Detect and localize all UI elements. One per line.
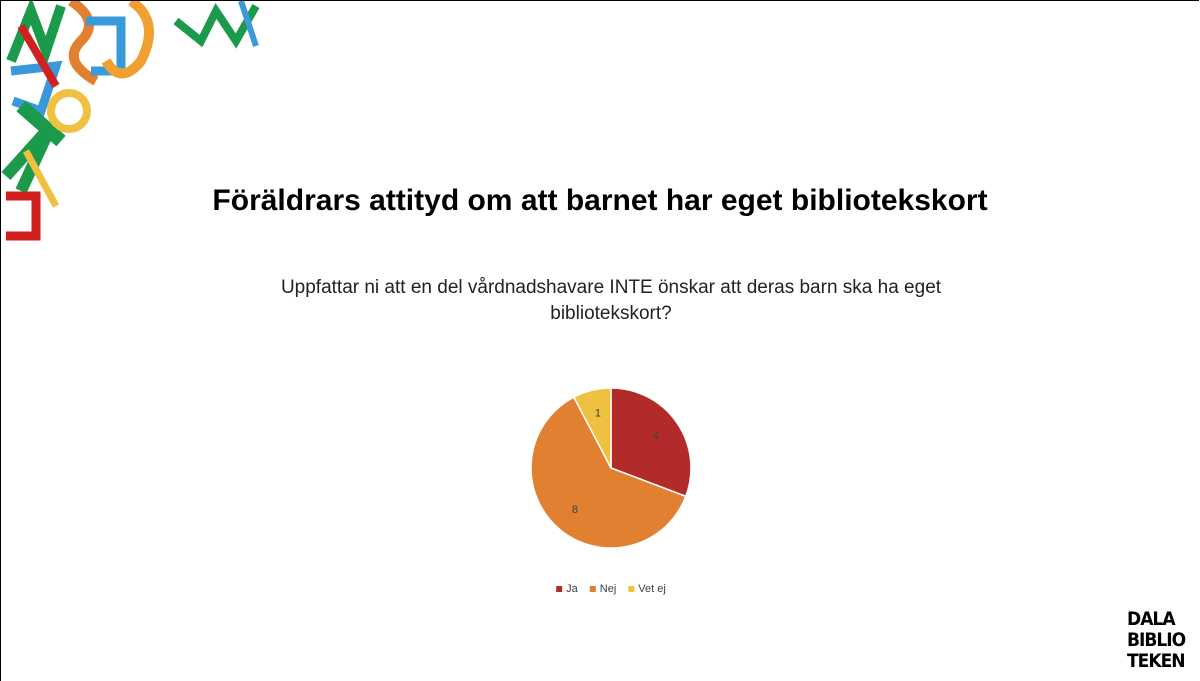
logo-line: TEKEN — [1127, 650, 1186, 672]
pie-slice — [530, 396, 687, 549]
legend-swatch — [628, 586, 635, 592]
slide-title: Föräldrars attityd om att barnet har ege… — [212, 184, 988, 217]
logo: DALA BIBLIO TEKEN — [1127, 609, 1187, 672]
legend-swatch — [589, 586, 596, 592]
chart-subtitle: Uppfattar ni att en del vårdnadshavare I… — [280, 277, 942, 324]
data-label: 4 — [653, 430, 659, 442]
decoration — [1, 1, 260, 241]
chart: 4 8 1 Ja Nej Vet ej — [530, 387, 692, 595]
legend-swatch — [556, 586, 563, 592]
legend-label: Vet ej — [638, 583, 666, 595]
pie-slice — [572, 387, 612, 469]
data-label: 1 — [595, 408, 601, 420]
legend-label: Ja — [566, 583, 579, 595]
pie-slice — [610, 387, 692, 498]
legend-label: Nej — [600, 583, 617, 595]
logo-line: DALA — [1127, 608, 1176, 630]
logo-line: BIBLIO — [1127, 629, 1186, 651]
data-label: 8 — [572, 504, 578, 516]
